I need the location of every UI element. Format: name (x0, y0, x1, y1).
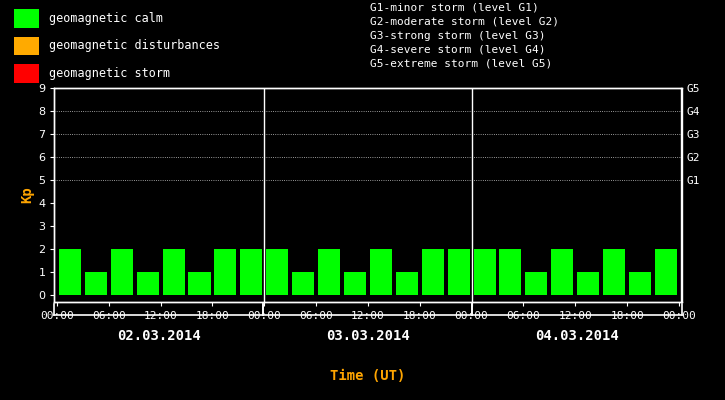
Bar (344, 272, 366, 295)
Bar (318, 249, 340, 295)
FancyBboxPatch shape (14, 64, 38, 83)
FancyBboxPatch shape (14, 9, 38, 28)
Bar (396, 272, 418, 295)
Text: 04.03.2014: 04.03.2014 (535, 328, 619, 342)
Bar (526, 272, 547, 295)
Text: geomagnetic storm: geomagnetic storm (49, 67, 170, 80)
Bar (240, 249, 262, 295)
Bar (85, 272, 107, 295)
Text: Time (UT): Time (UT) (331, 369, 405, 383)
Text: G1-minor storm (level G1)
G2-moderate storm (level G2)
G3-strong storm (level G3: G1-minor storm (level G1) G2-moderate st… (370, 3, 559, 69)
Bar (188, 272, 210, 295)
Bar (603, 249, 625, 295)
FancyBboxPatch shape (14, 37, 38, 55)
Text: 03.03.2014: 03.03.2014 (326, 328, 410, 342)
Bar (162, 249, 185, 295)
Bar (629, 272, 651, 295)
Bar (577, 272, 600, 295)
Bar (500, 249, 521, 295)
Bar (370, 249, 392, 295)
Bar (59, 249, 81, 295)
Bar (266, 249, 289, 295)
Bar (655, 249, 677, 295)
Bar (551, 249, 573, 295)
Bar (447, 249, 470, 295)
Bar (111, 249, 133, 295)
Text: 02.03.2014: 02.03.2014 (117, 328, 201, 342)
Bar (422, 249, 444, 295)
Y-axis label: Kp: Kp (20, 187, 34, 203)
Bar (136, 272, 159, 295)
Bar (215, 249, 236, 295)
Bar (473, 249, 496, 295)
Text: geomagnetic calm: geomagnetic calm (49, 12, 163, 25)
Bar (292, 272, 314, 295)
Text: geomagnetic disturbances: geomagnetic disturbances (49, 40, 220, 52)
